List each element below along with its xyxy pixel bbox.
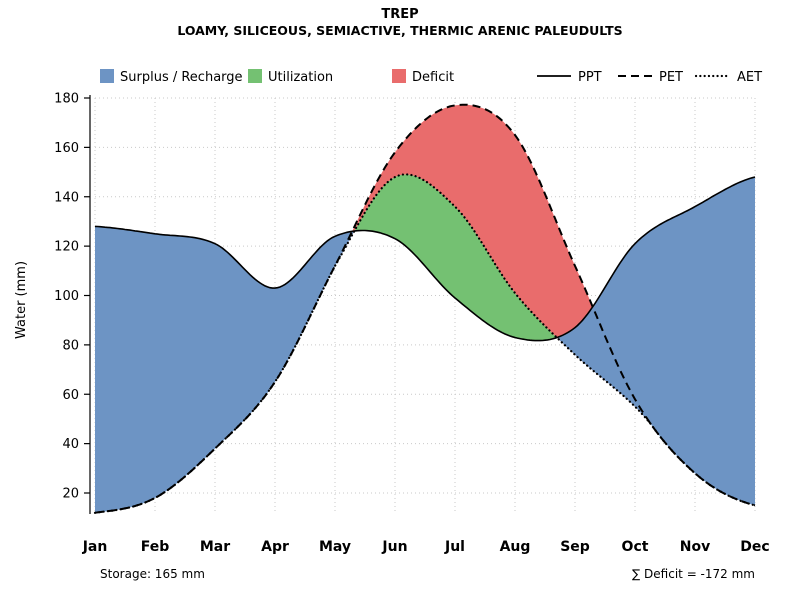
x-axis-label: Jul [444, 539, 465, 555]
legend-surplus-label: Surplus / Recharge [120, 70, 243, 85]
y-axis-title: Water (mm) [14, 261, 29, 339]
deficit-swatch [392, 69, 406, 83]
x-axis-label: Sep [560, 539, 590, 555]
y-tick-label: 140 [54, 190, 79, 205]
x-axis-label: Apr [261, 539, 289, 555]
x-axis-label: Dec [740, 539, 769, 555]
y-tick-label: 180 [54, 92, 79, 107]
legend-aet-label: AET [737, 70, 762, 85]
legend-deficit-label: Deficit [412, 70, 454, 85]
x-axis-label: Nov [680, 539, 710, 555]
ppt-line [94, 176, 756, 342]
surplus-swatch [100, 69, 114, 83]
utilization-area [354, 174, 557, 341]
area-fills [95, 104, 755, 513]
legend-ppt-label: PPT [578, 70, 602, 85]
y-axis: 20 40 60 80 100 120 140 160 180 [54, 92, 91, 514]
x-axis-label: Jun [381, 539, 407, 555]
y-tick-label: 40 [62, 437, 79, 452]
pet-line [94, 103, 756, 514]
y-tick-label: 80 [62, 338, 79, 353]
chart-subtitle: LOAMY, SILICEOUS, SEMIACTIVE, THERMIC AR… [177, 23, 622, 38]
deficit-sum-note: ∑ Deficit = -172 mm [632, 567, 755, 581]
y-tick-label: 160 [54, 141, 79, 156]
x-axis-label: Jan [82, 539, 108, 555]
y-tick-label: 20 [62, 487, 79, 502]
legend: Surplus / Recharge Utilization Deficit P… [100, 69, 762, 85]
series-lines [93, 103, 757, 514]
utilization-swatch [248, 69, 262, 83]
x-axis-labels: Jan Feb Mar Apr May Jun Jul Aug Sep Oct Nov Dec [82, 539, 770, 555]
y-tick-label: 120 [54, 240, 79, 255]
x-axis-label: Mar [200, 539, 230, 555]
legend-utilization-label: Utilization [268, 70, 333, 85]
x-axis-label: Oct [622, 539, 649, 555]
x-axis-label: Aug [500, 539, 531, 555]
x-axis-label: May [319, 539, 351, 555]
chart-title: TREP [381, 7, 418, 22]
storage-note: Storage: 165 mm [100, 567, 205, 581]
y-tick-label: 100 [54, 289, 79, 304]
y-tick-label: 60 [62, 388, 79, 403]
x-axis-label: Feb [141, 539, 170, 555]
legend-pet-label: PET [659, 70, 683, 85]
